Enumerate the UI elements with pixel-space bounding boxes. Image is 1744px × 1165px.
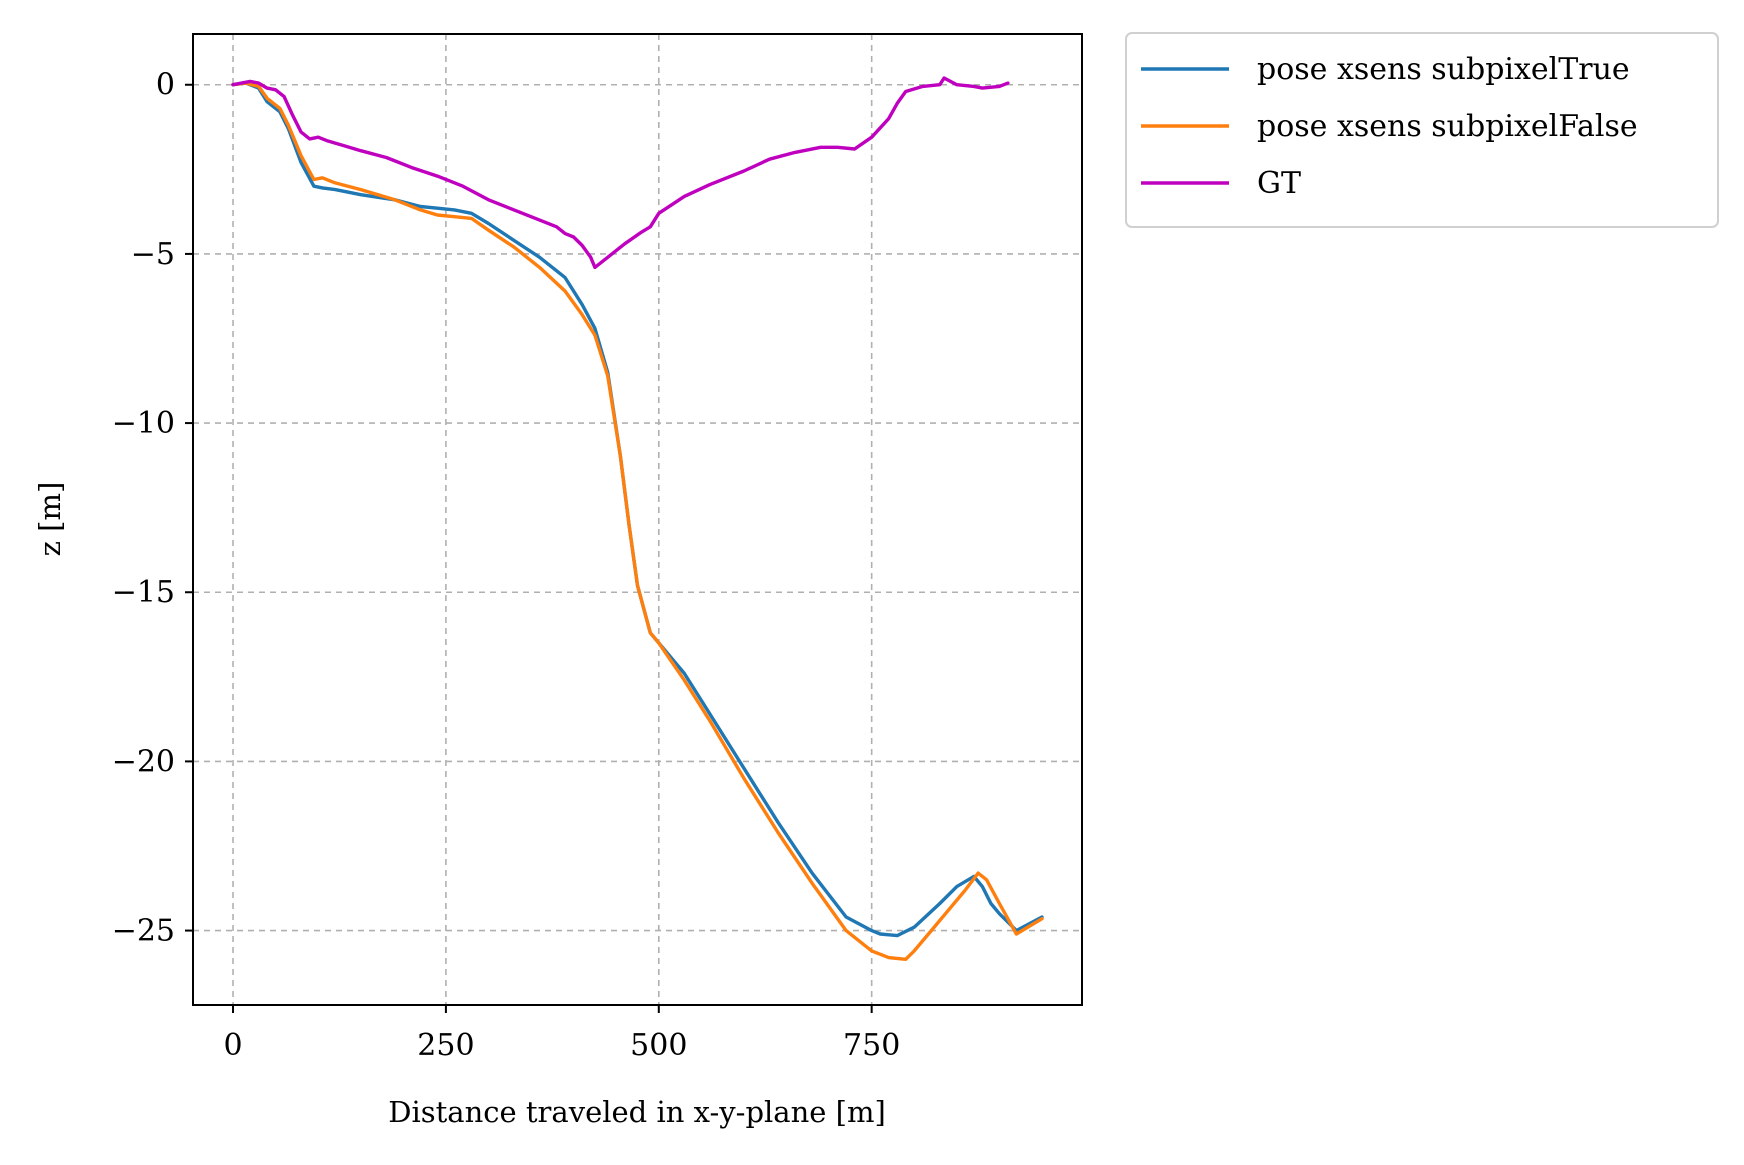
x-axis-title: Distance traveled in x-y-plane [m] — [388, 1095, 886, 1129]
x-tick-label: 750 — [843, 1028, 900, 1063]
x-tick-label: 250 — [417, 1028, 474, 1063]
x-tick-label: 0 — [223, 1028, 242, 1063]
legend-label-2: GT — [1257, 166, 1301, 201]
y-tick-label: −20 — [112, 744, 175, 779]
y-tick-label: −25 — [112, 914, 175, 949]
series-line-2 — [231, 76, 1010, 270]
y-tick-label: 0 — [156, 68, 175, 103]
y-axis-title: z [m] — [33, 482, 67, 557]
x-axis: 0 250 500 750 — [223, 1005, 900, 1063]
legend-box — [1125, 32, 1719, 228]
y-axis: 0 −5 −10 −15 −20 −25 — [112, 68, 193, 949]
y-tick-label: −10 — [112, 406, 175, 441]
legend-label-1: pose xsens subpixelFalse — [1257, 109, 1638, 144]
series-line-1 — [231, 81, 1044, 961]
series-line-0 — [231, 81, 1044, 938]
y-tick-label: −15 — [112, 575, 175, 610]
y-tick-label: −5 — [131, 237, 175, 272]
x-tick-label: 500 — [630, 1028, 687, 1063]
series-group — [231, 76, 1044, 961]
legend: pose xsens subpixelTrue pose xsens subpix… — [1125, 32, 1719, 228]
legend-label-0: pose xsens subpixelTrue — [1257, 52, 1630, 87]
plot-frame — [192, 33, 1083, 1006]
